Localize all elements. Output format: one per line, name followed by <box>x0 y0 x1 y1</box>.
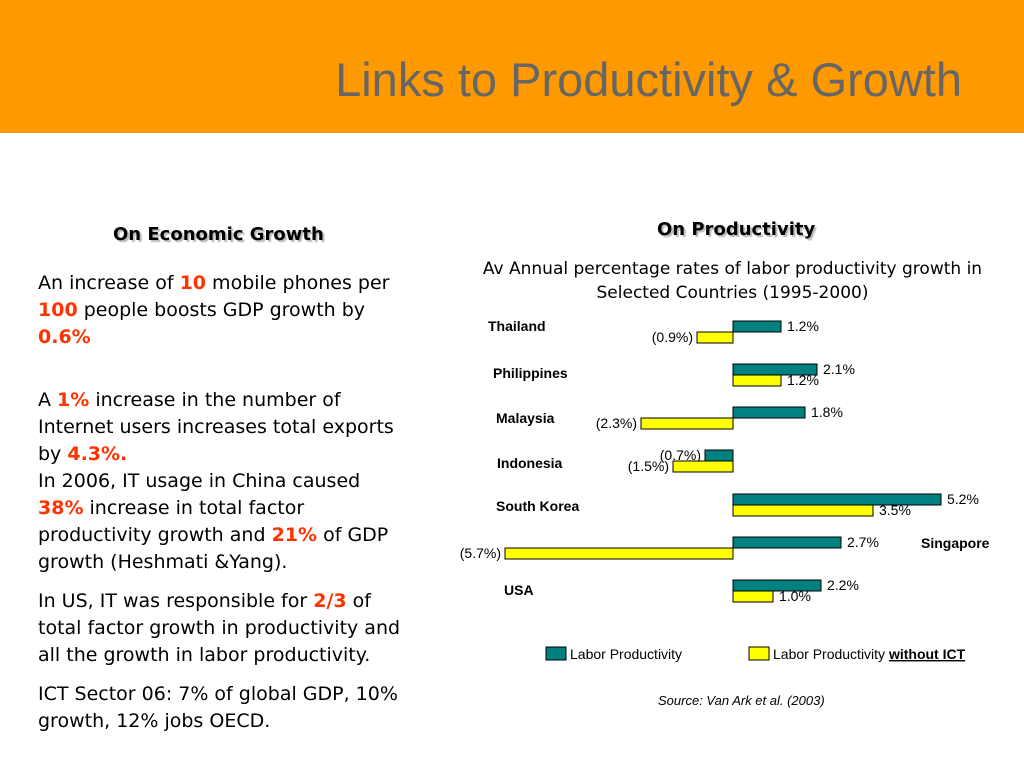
data-label-south-korea-labor: 5.2% <box>947 491 979 507</box>
data-label-malaysia-without-ict: (2.3%) <box>596 415 637 431</box>
economic-growth-heading: On Economic Growth <box>113 224 324 245</box>
data-label-usa-labor: 2.2% <box>827 577 859 593</box>
bar-usa-without-ict <box>732 590 774 603</box>
data-label-thailand-without-ict: (0.9%) <box>652 329 693 345</box>
data-label-indonesia-without-ict: (1.5%) <box>628 458 669 474</box>
paragraph-internet: A 1% increase in the number of Internet … <box>38 389 394 465</box>
legend-label-without-ict: Labor Productivity without ICT <box>773 646 966 662</box>
chart-subtitle: Av Annual percentage rates of labor prod… <box>482 259 983 303</box>
paragraph-us: In US, IT was responsible for 2/3 of tot… <box>38 590 401 666</box>
category-label-philippines: Philippines <box>493 365 568 381</box>
economic-growth-text: An increase of 10 mobile phones per 100 … <box>38 270 408 735</box>
data-label-usa-without-ict: 1.0% <box>779 588 811 604</box>
paragraph-ict-sector: ICT Sector 06: 7% of global GDP, 10% gro… <box>38 683 398 732</box>
paragraph-mobile: An increase of 10 mobile phones per 100 … <box>38 272 390 348</box>
legend-label-labor: Labor Productivity <box>570 646 682 662</box>
data-label-thailand-labor: 1.2% <box>787 318 819 334</box>
data-label-south-korea-without-ict: 3.5% <box>879 502 911 518</box>
legend-swatch-without-ict <box>748 646 770 661</box>
bar-philippines-without-ict <box>732 374 782 387</box>
bar-indonesia-without-ict <box>672 460 734 473</box>
header-bar <box>0 0 1024 133</box>
legend-swatch-labor <box>545 646 567 661</box>
bar-thailand-without-ict <box>696 331 734 344</box>
category-label-thailand: Thailand <box>488 318 546 334</box>
data-label-malaysia-labor: 1.8% <box>811 404 843 420</box>
bar-indonesia-labor <box>704 449 734 462</box>
page-title: Links to Productivity & Growth <box>335 53 962 106</box>
bar-singapore-labor <box>732 536 842 549</box>
data-label-singapore-without-ict: (5.7%) <box>460 545 501 561</box>
category-label-malaysia: Malaysia <box>496 410 555 426</box>
bar-usa-labor <box>732 579 822 592</box>
bar-south-korea-without-ict <box>732 504 874 517</box>
data-label-philippines-labor: 2.1% <box>823 361 855 377</box>
data-label-singapore-labor: 2.7% <box>847 534 879 550</box>
category-label-indonesia: Indonesia <box>497 455 563 471</box>
bar-malaysia-without-ict <box>640 417 734 430</box>
source-note: Source: Van Ark et al. (2003) <box>658 693 825 708</box>
category-label-south-korea: South Korea <box>496 498 579 514</box>
data-label-indonesia-labor: (0.7%) <box>660 447 701 463</box>
category-label-singapore: Singapore <box>921 535 990 551</box>
bar-thailand-labor <box>732 320 782 333</box>
bar-singapore-without-ict <box>504 547 734 560</box>
productivity-heading: On Productivity <box>657 219 816 240</box>
paragraph-china: In 2006, IT usage in China caused 38% in… <box>38 470 389 573</box>
bar-malaysia-labor <box>732 406 806 419</box>
data-label-philippines-without-ict: 1.2% <box>787 372 819 388</box>
category-label-usa: USA <box>504 582 534 598</box>
